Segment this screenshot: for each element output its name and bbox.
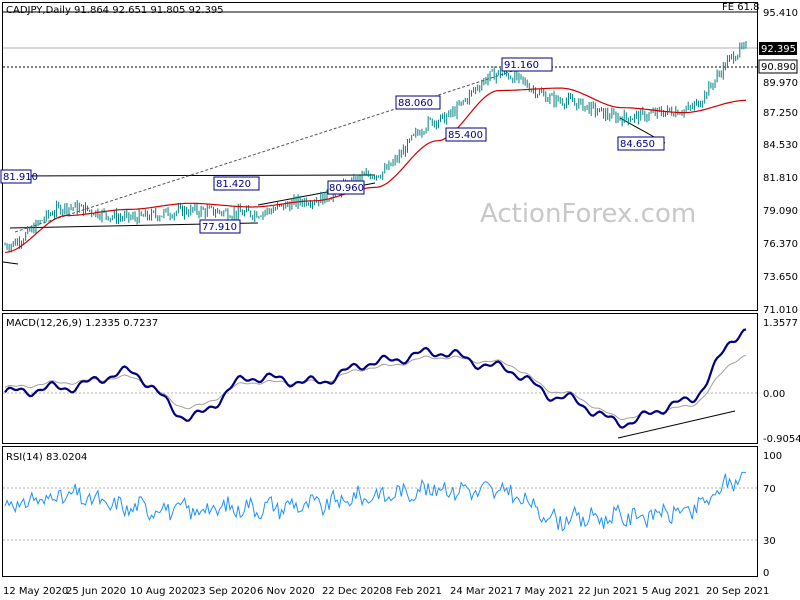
svg-text:77.910: 77.910 — [202, 222, 237, 233]
fe-label: FE 61.8 — [722, 2, 760, 13]
price-tick-79090: 79.090 — [763, 206, 798, 217]
date-label: 7 May 2021 — [515, 586, 574, 597]
svg-text:80.960: 80.960 — [329, 183, 364, 194]
price-tick-81810: 81.810 — [763, 173, 798, 184]
svg-text:81.420: 81.420 — [216, 179, 251, 190]
price-tick-87250: 87.250 — [763, 108, 798, 119]
price-tick-84530: 84.530 — [763, 140, 798, 151]
date-label: 25 Jun 2020 — [66, 586, 126, 597]
macd-tick-zero: 0.00 — [763, 389, 785, 400]
early-stub-line — [2, 261, 19, 265]
macd-tick-max: 1.3577 — [763, 318, 798, 329]
date-label: 23 Sep 2020 — [193, 586, 256, 597]
annotation-77910: 77.910 — [199, 219, 241, 234]
date-label: 5 Aug 2021 — [642, 586, 700, 597]
price-panel — [2, 2, 758, 311]
date-label: 6 Nov 2020 — [257, 586, 315, 597]
rsi-tick-70: 70 — [763, 484, 776, 495]
date-label: 8 Feb 2021 — [386, 586, 442, 597]
annotation-91160: 91.160 — [501, 57, 553, 72]
svg-text:88.060: 88.060 — [398, 98, 433, 109]
rsi-tick-0: 0 — [763, 568, 769, 579]
price-tick-71010: 71.010 — [763, 305, 798, 316]
svg-text:92.395: 92.395 — [761, 44, 796, 55]
annotation-85400: 85.400 — [445, 127, 487, 142]
svg-text:84.650: 84.650 — [620, 139, 655, 150]
triangle-upper-line — [9, 174, 376, 177]
price-tick-76370: 76.370 — [763, 239, 798, 250]
date-label: 20 Sep 2021 — [706, 586, 769, 597]
level-tag: 90.890 — [758, 59, 798, 74]
rsi-panel — [2, 446, 758, 577]
macd-line — [4, 328, 747, 429]
macd-tick-min: -0.9054 — [763, 434, 800, 445]
date-label: 10 Aug 2020 — [130, 586, 194, 597]
svg-text:91.160: 91.160 — [504, 60, 539, 71]
macd-divergence-line — [617, 410, 736, 439]
annotation-81420: 81.420 — [213, 176, 260, 191]
price-tick-95410: 95.410 — [763, 8, 798, 19]
price-tick-73650: 73.650 — [763, 272, 798, 283]
rsi-line — [4, 471, 746, 532]
price-tag: 92.395 — [759, 42, 797, 55]
macd-signal-line — [4, 355, 747, 421]
svg-text:81.910: 81.910 — [3, 172, 38, 183]
date-axis: 12 May 2020 25 Jun 2020 10 Aug 2020 23 S… — [3, 586, 769, 597]
annotation-80960: 80.960 — [327, 180, 365, 195]
watermark: ActionForex.com — [480, 199, 696, 229]
macd-title: MACD(12,26,9) 1.2335 0.7237 — [6, 318, 158, 329]
annotation-84650: 84.650 — [617, 136, 665, 151]
date-label: 24 Mar 2021 — [450, 586, 513, 597]
date-label: 22 Jun 2021 — [578, 586, 638, 597]
price-title: CADJPY,Daily 91.864 92.651 91.805 92.395 — [6, 5, 224, 16]
price-axis: 95.410 89.970 87.250 84.530 81.810 79.09… — [758, 8, 798, 316]
date-label: 22 Dec 2020 — [322, 586, 386, 597]
rsi-title: RSI(14) 83.0204 — [6, 452, 87, 463]
long-channel-dashed-line — [14, 66, 526, 233]
price-tick-89970: 89.970 — [763, 78, 798, 89]
annotation-81910: 81.910 — [0, 169, 38, 184]
annotation-88060: 88.060 — [395, 95, 441, 110]
svg-text:90.890: 90.890 — [761, 62, 796, 73]
moving-average-line — [4, 87, 746, 253]
date-label: 12 May 2020 — [3, 586, 68, 597]
svg-text:85.400: 85.400 — [448, 130, 483, 141]
rsi-tick-30: 30 — [763, 536, 776, 547]
macd-panel — [2, 313, 758, 444]
rsi-tick-100: 100 — [763, 451, 782, 462]
